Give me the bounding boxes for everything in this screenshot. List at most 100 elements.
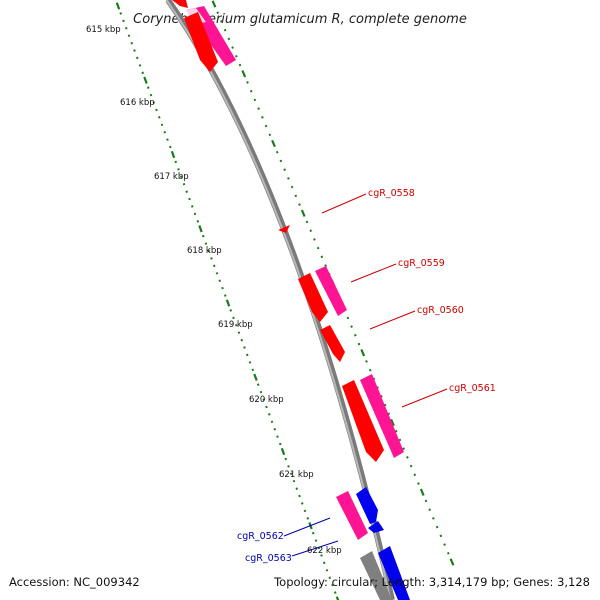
inner-ring-tick bbox=[207, 249, 211, 253]
map-title: Corynebacterium glutamicum R, complete g… bbox=[133, 12, 467, 27]
inner-ring-tick bbox=[174, 160, 178, 164]
inner-ring-tick bbox=[276, 435, 279, 438]
outer-ring-tick bbox=[279, 159, 283, 163]
kbp-label-615: 615 kbp bbox=[86, 25, 121, 35]
genome-backbone bbox=[165, 0, 395, 600]
inner-ring-tick bbox=[160, 123, 164, 127]
outer-ring-tick bbox=[432, 517, 435, 520]
inner-ring-tick bbox=[196, 220, 200, 223]
outer-ring-tick bbox=[246, 81, 249, 84]
outer-ring-tick bbox=[368, 368, 372, 372]
inner-ring-tick bbox=[149, 93, 153, 97]
inner-ring-tick bbox=[335, 596, 340, 600]
outer-ring-tick bbox=[294, 194, 298, 198]
inner-ring-tick bbox=[135, 56, 139, 60]
accession-text: Accession: NC_009342 bbox=[9, 575, 140, 589]
outer-ring-tick bbox=[227, 37, 231, 41]
gene-features bbox=[172, 0, 410, 600]
outer-ring-tick bbox=[268, 133, 272, 137]
kbp-label-618: 618 kbp bbox=[187, 246, 222, 256]
outer-ring-tick bbox=[309, 229, 313, 233]
inner-ring-tick bbox=[141, 71, 145, 75]
gene-0559-pink bbox=[315, 266, 347, 316]
inner-ring-tick bbox=[212, 264, 216, 268]
inner-ring-tick bbox=[234, 323, 238, 327]
inner-ring-tick bbox=[138, 64, 142, 67]
inner-ring-tick bbox=[298, 494, 301, 498]
inner-ring-tick bbox=[179, 175, 183, 179]
inner-ring-tick bbox=[119, 12, 123, 15]
inner-ring-tick bbox=[300, 502, 304, 505]
inner-ring-tick bbox=[262, 398, 266, 401]
gene-label-0562: cgR_0562 bbox=[237, 531, 284, 542]
inner-ring-tick bbox=[325, 569, 329, 572]
inner-ring-tick bbox=[115, 2, 121, 10]
outer-ring-tick bbox=[409, 464, 413, 468]
gene-0562-blue bbox=[356, 487, 378, 524]
inner-ring-tick bbox=[280, 447, 286, 456]
inner-ring-tick bbox=[289, 472, 293, 476]
inner-ring-tick bbox=[190, 205, 194, 208]
gene-label-0561: cgR_0561 bbox=[449, 383, 496, 394]
outer-ring-tick bbox=[257, 107, 260, 110]
inner-ring-tick bbox=[133, 49, 136, 52]
inner-ring-tick bbox=[177, 168, 180, 171]
inner-ring-tick bbox=[295, 487, 299, 490]
inner-ring-tick bbox=[251, 368, 255, 372]
inner-ring-tick bbox=[170, 150, 176, 159]
outer-ring-tick bbox=[300, 209, 306, 217]
inner-ring-tick bbox=[157, 116, 161, 119]
inner-ring-tick bbox=[127, 34, 131, 37]
inner-ring-tick bbox=[253, 373, 258, 381]
inner-ring-tick bbox=[273, 427, 277, 431]
outer-ring-tick bbox=[446, 551, 450, 555]
topology-text: Topology: circular; Length: 3,314,179 bp… bbox=[273, 575, 590, 589]
outer-ring-tick bbox=[353, 333, 357, 337]
outer-ring-tick bbox=[264, 124, 268, 128]
outer-ring-tick bbox=[211, 0, 217, 8]
outer-ring-tick bbox=[287, 177, 290, 180]
inner-ring-tick bbox=[320, 554, 323, 557]
inner-ring-tick bbox=[155, 108, 158, 112]
outer-ring-tick bbox=[249, 89, 253, 93]
inner-ring-tick bbox=[232, 316, 235, 320]
outer-ring-tick bbox=[439, 534, 443, 538]
inner-ring-tick bbox=[248, 361, 252, 364]
inner-ring-tick bbox=[225, 299, 231, 307]
inner-ring-tick bbox=[130, 41, 134, 45]
inner-ring-tick bbox=[229, 309, 233, 312]
outer-ring-tick bbox=[290, 185, 294, 189]
outer-ring-tick bbox=[283, 168, 286, 171]
kbp-label-622: 622 kbp bbox=[307, 546, 342, 556]
inner-ring-tick bbox=[163, 130, 167, 134]
outer-ring-tick bbox=[234, 54, 238, 58]
outer-ring-tick bbox=[390, 418, 395, 427]
outer-ring-tick bbox=[387, 412, 391, 416]
gene-red-top2 bbox=[184, 12, 218, 72]
inner-ring-tick bbox=[314, 539, 318, 542]
inner-ring-tick bbox=[185, 190, 189, 193]
gene-0560-red bbox=[320, 325, 345, 362]
inner-ring-tick bbox=[259, 390, 263, 394]
gene-0561-red bbox=[342, 380, 384, 462]
inner-ring-tick bbox=[243, 346, 246, 349]
outer-ring-tick bbox=[417, 482, 420, 485]
outer-ring-tick bbox=[394, 429, 398, 433]
inner-ring-tick bbox=[223, 294, 227, 297]
outer-ring-tick bbox=[231, 46, 234, 49]
outer-ring-tick bbox=[380, 395, 383, 398]
outer-ring-tick bbox=[360, 349, 366, 357]
outer-ring-tick bbox=[305, 220, 309, 224]
outer-ring-tick bbox=[435, 525, 439, 529]
gene-label-0563: cgR_0563 bbox=[245, 553, 292, 564]
kbp-label-616: 616 kbp bbox=[120, 98, 155, 108]
outer-ring-tick bbox=[275, 150, 279, 154]
inner-ring-tick bbox=[193, 212, 197, 216]
kbp-label-619: 619 kbp bbox=[218, 320, 253, 330]
inner-ring-tick bbox=[237, 331, 241, 334]
inner-ring-tick bbox=[122, 19, 125, 23]
inner-ring-tick bbox=[152, 101, 156, 104]
gene-0563-gray bbox=[360, 551, 392, 600]
inner-ring-tick bbox=[287, 465, 290, 468]
